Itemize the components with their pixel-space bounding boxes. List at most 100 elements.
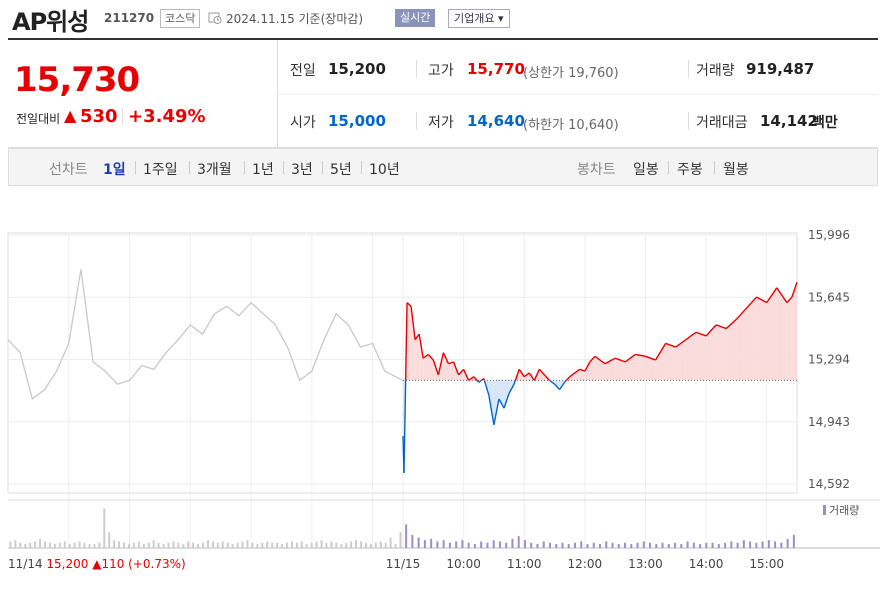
up-fill bbox=[594, 356, 600, 381]
tab-1week[interactable]: 1주일 bbox=[143, 162, 178, 178]
today-line-down bbox=[503, 393, 510, 409]
prev-day-summary: 11/14 15,200 ▲110 (+0.73%) bbox=[8, 557, 186, 571]
today-line-up bbox=[543, 374, 551, 381]
up-fill bbox=[407, 302, 412, 381]
tab-3year[interactable]: 3년 bbox=[291, 162, 313, 178]
up-fill bbox=[706, 324, 717, 381]
prev-day-close: 15,200 bbox=[46, 557, 92, 571]
open-label: 시가 bbox=[290, 115, 316, 131]
prev-close-label: 전일 bbox=[290, 63, 316, 79]
today-line-up bbox=[579, 368, 586, 372]
up-arrow-icon: ▲ bbox=[92, 557, 102, 571]
up-fill bbox=[716, 324, 727, 381]
tab-1year[interactable]: 1년 bbox=[252, 162, 274, 178]
x-tick-label: 14:00 bbox=[689, 557, 724, 571]
today-line-up bbox=[448, 361, 454, 365]
chart-lines bbox=[7, 269, 798, 474]
x-tick-label: 11/15 bbox=[386, 557, 421, 571]
market-badge: 코스닥 bbox=[160, 9, 201, 28]
today-line-up bbox=[745, 296, 758, 309]
tab-monthly-candle[interactable]: 월봉 bbox=[723, 162, 749, 178]
up-fill bbox=[419, 334, 424, 381]
tab-daily-candle[interactable]: 일봉 bbox=[633, 162, 659, 178]
today-line-up bbox=[528, 372, 535, 381]
today-line-up bbox=[533, 369, 541, 381]
down-fill bbox=[493, 380, 499, 425]
chart-tab-bar: 선차트 1일 1주일 3개월 1년 3년 5년 10년 봉차트 일봉 주봉 월봉 bbox=[8, 148, 878, 186]
up-fill bbox=[786, 297, 792, 381]
amount-value: 14,142 bbox=[760, 112, 818, 130]
divider bbox=[278, 94, 878, 95]
chart-labels: 15,996 15,645 15,294 14,943 14,592 거래량 11/15 10… bbox=[8, 228, 859, 571]
tab-10year[interactable]: 10년 bbox=[369, 162, 400, 178]
low-value: 14,640 bbox=[467, 112, 525, 130]
open-value: 15,000 bbox=[328, 112, 386, 130]
today-line-up bbox=[404, 302, 408, 381]
today-line-down bbox=[403, 380, 407, 474]
up-fill bbox=[726, 319, 737, 381]
tab-weekly-candle[interactable]: 주봉 bbox=[677, 162, 703, 178]
tab-5year[interactable]: 5년 bbox=[330, 162, 352, 178]
today-line-down bbox=[549, 379, 555, 385]
today-line-up bbox=[427, 354, 434, 361]
today-line-up bbox=[645, 355, 656, 361]
up-fill bbox=[423, 354, 429, 381]
volume-bars bbox=[9, 508, 795, 548]
today-line-up bbox=[675, 339, 687, 348]
today-line-up bbox=[599, 359, 606, 365]
price-summary: 15,730 전일대비 ▲ 530 +3.49% 전일 15,200 고가 15… bbox=[8, 38, 878, 148]
prev-close-value: 15,200 bbox=[328, 60, 386, 78]
current-price-panel: 15,730 전일대비 ▲ 530 +3.49% bbox=[8, 40, 278, 147]
today-line-up bbox=[437, 352, 445, 376]
up-fill bbox=[605, 358, 616, 381]
today-line-up bbox=[725, 318, 737, 330]
divider bbox=[322, 161, 323, 174]
current-price: 15,730 bbox=[14, 60, 140, 100]
today-line-up bbox=[574, 368, 581, 374]
today-line-up bbox=[514, 369, 520, 381]
prev-day-change: 110 bbox=[101, 557, 128, 571]
divider bbox=[416, 60, 417, 78]
today-line-up bbox=[462, 369, 470, 381]
today-line-up bbox=[410, 306, 416, 340]
today-line-up bbox=[422, 353, 429, 359]
today-line-down bbox=[478, 379, 482, 383]
line-chart-label: 선차트 bbox=[49, 162, 88, 178]
up-fill bbox=[574, 369, 580, 381]
clock-icon bbox=[208, 12, 222, 24]
up-fill bbox=[600, 360, 606, 381]
today-line-up bbox=[776, 287, 788, 304]
today-line-up bbox=[791, 282, 798, 298]
company-overview-button[interactable]: 기업개요 ▾ bbox=[448, 9, 510, 28]
today-line-up bbox=[584, 361, 591, 372]
up-fill bbox=[579, 369, 585, 381]
y-tick-label: 14,592 bbox=[808, 477, 850, 491]
tab-1day[interactable]: 1일 bbox=[103, 162, 126, 178]
volume-legend-swatch bbox=[823, 505, 826, 515]
y-tick-label: 15,996 bbox=[808, 228, 850, 242]
today-line-up bbox=[468, 376, 475, 381]
today-line-up bbox=[538, 368, 545, 376]
divider bbox=[688, 112, 689, 130]
divider bbox=[244, 161, 245, 174]
tab-3month[interactable]: 3개월 bbox=[197, 162, 232, 178]
up-fill bbox=[655, 343, 666, 381]
today-line-up bbox=[665, 342, 677, 348]
today-line-up bbox=[569, 372, 576, 378]
realtime-badge[interactable]: 실시간 bbox=[395, 9, 436, 27]
divider bbox=[283, 161, 284, 174]
up-fill bbox=[524, 373, 530, 381]
date-text: 2024.11.15 기준(장마감) bbox=[226, 12, 364, 26]
up-fill bbox=[675, 339, 686, 381]
divider bbox=[122, 108, 123, 124]
today-line-down bbox=[559, 381, 566, 391]
volume-label: 거래량 bbox=[696, 63, 735, 79]
up-fill bbox=[411, 306, 416, 381]
up-fill bbox=[756, 297, 767, 381]
high-label: 고가 bbox=[428, 63, 454, 79]
amount-label: 거래대금 bbox=[696, 115, 748, 131]
up-fill bbox=[625, 354, 636, 381]
x-tick-label: 13:00 bbox=[628, 557, 663, 571]
divider bbox=[416, 112, 417, 130]
prev-day-line bbox=[7, 269, 404, 401]
